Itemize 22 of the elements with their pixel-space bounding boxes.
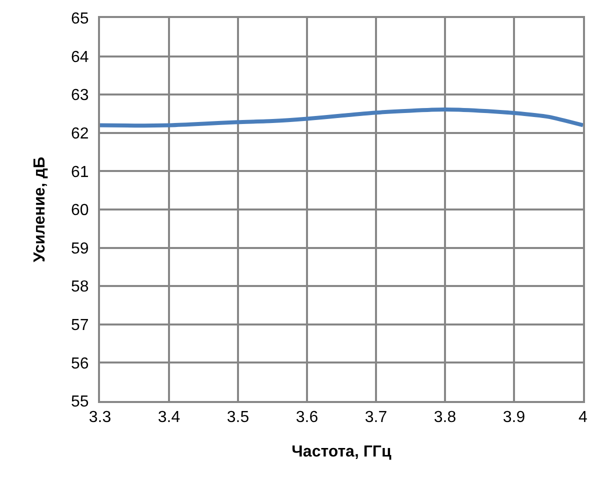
y-tick-label: 62 [71, 126, 89, 142]
y-tick-label: 65 [71, 10, 89, 28]
y-tick-label: 60 [71, 202, 89, 220]
x-tick-label: 3.5 [226, 409, 250, 426]
x-tick-label: 3.7 [364, 409, 388, 426]
y-tick-label: 57 [71, 317, 89, 334]
x-tick-label: 3.4 [158, 409, 180, 426]
line-series [100, 108, 583, 128]
x-axis-title: Частота, ГГц [292, 443, 392, 460]
x-tick-label: 3.6 [296, 409, 318, 426]
y-axis-title: Усиление, дБ [31, 156, 48, 262]
x-tick-label: 3.9 [502, 409, 526, 426]
y-tick-label: 64 [71, 48, 89, 66]
y-tick-label: 56 [71, 355, 89, 372]
y-tick-label: 59 [71, 240, 89, 258]
x-tick-label: 3.3 [88, 409, 112, 426]
x-tick-label: 4 [578, 409, 588, 426]
x-tick-label: 3.8 [434, 409, 456, 426]
y-tick-label: 55 [71, 394, 89, 411]
y-tick-label: 61 [71, 164, 89, 181]
y-tick-label: 58 [71, 278, 89, 296]
y-tick-label: 63 [71, 87, 89, 104]
